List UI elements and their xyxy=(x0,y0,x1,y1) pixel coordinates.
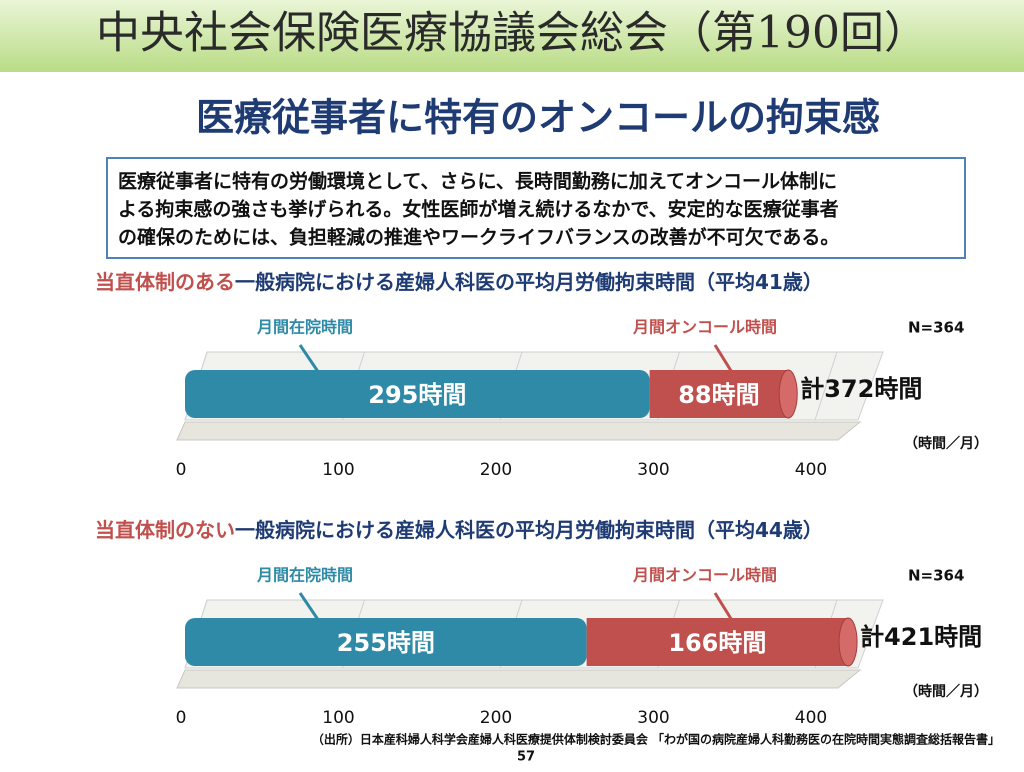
chart-title: 当直体制のない一般病院における産婦人科医の平均月労働拘束時間（平均44歳） xyxy=(95,518,823,542)
intro-line: 医療従事者に特有の労働環境として、さらに、長時間勤務に加えてオンコール体制に xyxy=(118,170,837,193)
total-label: 計421時間 xyxy=(860,623,982,651)
page-number: 57 xyxy=(517,750,535,765)
x-tick-label: 300 xyxy=(637,460,669,480)
legend-label: 月間オンコール時間 xyxy=(632,318,777,337)
grid-line xyxy=(814,351,838,421)
legend-label: 月間在院時間 xyxy=(256,318,353,337)
x-tick-label: 100 xyxy=(322,708,354,728)
x-tick-label: 200 xyxy=(480,460,512,480)
x-tick-label: 0 xyxy=(176,708,187,728)
chart-title: 当直体制のある一般病院における産婦人科医の平均月労働拘束時間（平均41歳） xyxy=(95,270,823,294)
header: 中央社会保険医療協議会総会（第190回） xyxy=(96,8,928,59)
bar-segment xyxy=(586,618,849,666)
intro-line: よる拘束感の強さも挙げられる。女性医師が増え続けるなかで、安定的な医療従事者 xyxy=(118,198,839,221)
total-label: 計372時間 xyxy=(800,375,922,403)
source: （出所）日本産科婦人科学会産婦人科医療提供体制検討委員会 「わが国の病院産婦人科… xyxy=(312,732,1000,747)
note: N=364 xyxy=(908,567,964,585)
floor xyxy=(176,421,862,441)
title-text: 一般病院における産婦人科医の平均月労働拘束時間（平均41歳） xyxy=(235,270,823,294)
x-tick-label: 400 xyxy=(795,708,827,728)
bar-end xyxy=(778,369,798,419)
value-label: 295時間 xyxy=(368,381,466,409)
value-label: 255時間 xyxy=(337,629,435,657)
legend-label: 月間在院時間 xyxy=(256,566,353,585)
bar-segment xyxy=(649,370,789,418)
legend-label: 月間オンコール時間 xyxy=(632,566,777,585)
x-tick-label: 200 xyxy=(480,708,512,728)
x-tick-label: 400 xyxy=(795,460,827,480)
heading: 医療従事者に特有のオンコールの拘束感 xyxy=(196,96,880,140)
bar-segment xyxy=(185,618,587,666)
title-prefix: 当直体制のある xyxy=(95,270,235,294)
value-label: 88時間 xyxy=(678,381,759,409)
bar-end xyxy=(838,617,858,667)
floor xyxy=(176,669,862,689)
header-band xyxy=(0,0,1024,72)
unit-label: （時間／月） xyxy=(904,683,988,700)
title-prefix: 当直体制のない xyxy=(95,518,235,542)
title-text: 一般病院における産婦人科医の平均月労働拘束時間（平均44歳） xyxy=(235,518,823,542)
intro-line: の確保のためには、負担軽減の推進やワークライフバランスの改善が不可欠である。 xyxy=(118,226,839,249)
note: N=364 xyxy=(908,319,964,337)
intro-box xyxy=(106,157,966,259)
bar-segment xyxy=(185,370,650,418)
unit-label: （時間／月） xyxy=(904,435,988,452)
value-label: 166時間 xyxy=(668,629,766,657)
x-tick-label: 0 xyxy=(176,460,187,480)
x-tick-label: 300 xyxy=(637,708,669,728)
x-tick-label: 100 xyxy=(322,460,354,480)
